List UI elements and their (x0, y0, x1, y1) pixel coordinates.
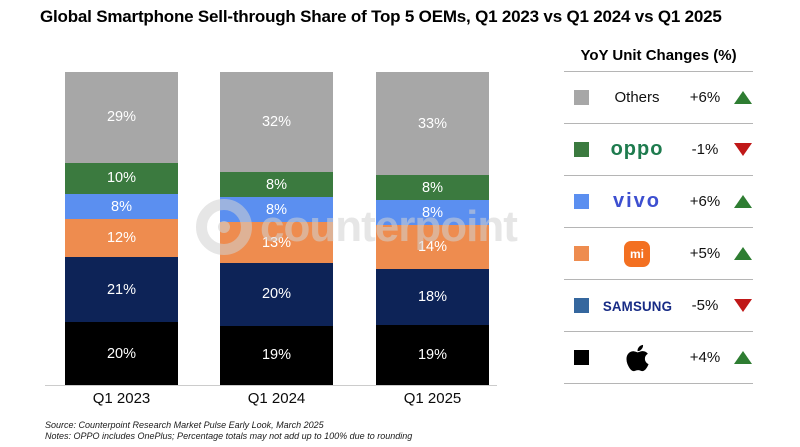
bar-q1-2024: 32% 8% 8% 13% 20% 19% (220, 72, 333, 385)
legend-row-apple: +4% (564, 332, 753, 384)
bar-segment-samsung-q1-2023: 21% (65, 256, 178, 323)
bar-segment-oppo-q1-2024: 8% (220, 172, 333, 198)
stacked-bar-chart: 29% 10% 8% 12% 21% 20% 32% 8% 8% 13% 20% 19% 33% 8% 8%… (0, 72, 556, 385)
brand-logo-zone: mi (589, 240, 685, 267)
chart-title: Global Smartphone Sell-through Share of … (40, 7, 722, 26)
footer-notes-line: Notes: OPPO includes OnePlus; Percentage… (45, 431, 413, 441)
yoy-change-value: +4% (689, 349, 721, 366)
bar-segment-samsung-q1-2025: 18% (376, 269, 489, 326)
yoy-legend-panel: YoY Unit Changes (%) Others +6% oppo -1% viv… (564, 40, 753, 384)
samsung-color-swatch (574, 298, 589, 313)
bar-segment-apple-q1-2025: 19% (376, 325, 489, 385)
segment-value-label: 8% (111, 198, 132, 215)
footer-notes: Source: Counterpoint Research Market Pul… (45, 420, 412, 442)
segment-value-label: 19% (417, 347, 448, 364)
bar-segment-oppo-q1-2025: 8% (376, 175, 489, 201)
trend-up-triangle-icon (734, 195, 752, 208)
x-axis-label-q1-2025: Q1 2025 (403, 390, 462, 407)
bar-q1-2025: 33% 8% 8% 14% 18% 19% (376, 72, 489, 385)
bar-segment-vivo-q1-2023: 8% (65, 194, 178, 220)
legend-row-samsung: SAMSUNG -5% (564, 280, 753, 332)
oppo-logo: oppo (610, 138, 664, 160)
bar-segment-others-q1-2023: 29% (65, 72, 178, 163)
x-axis-label-q1-2023: Q1 2023 (92, 390, 151, 407)
others-color-swatch (574, 90, 589, 105)
trend-indicator-zone (725, 91, 761, 104)
legend-row-oppo: oppo -1% (564, 124, 753, 176)
bar-segment-others-q1-2024: 32% (220, 72, 333, 173)
yoy-change-value: +6% (689, 89, 721, 106)
oppo-color-swatch (574, 142, 589, 157)
bar-segment-xiaomi-q1-2023: 12% (65, 219, 178, 257)
samsung-logo: SAMSUNG (602, 297, 672, 314)
trend-indicator-zone (725, 299, 761, 312)
segment-value-label: 18% (417, 289, 448, 306)
vivo-color-swatch (574, 194, 589, 209)
segment-value-label: 20% (261, 286, 292, 303)
segment-value-label: 33% (417, 115, 448, 132)
segment-value-label: 21% (106, 281, 137, 298)
yoy-change-value: -1% (691, 141, 719, 158)
x-axis-line (45, 385, 497, 386)
yoy-change-value: -5% (691, 297, 719, 314)
segment-value-label: 10% (106, 170, 137, 187)
apple-color-swatch (574, 350, 589, 365)
trend-indicator-zone (725, 195, 761, 208)
segment-value-label: 8% (422, 179, 443, 196)
segment-value-label: 8% (266, 201, 287, 218)
trend-indicator-zone (725, 247, 761, 260)
others-label: Others (614, 89, 660, 106)
trend-up-triangle-icon (734, 91, 752, 104)
x-axis-label-q1-2024: Q1 2024 (247, 390, 306, 407)
bar-segment-xiaomi-q1-2025: 14% (376, 225, 489, 270)
legend-header: YoY Unit Changes (%) (564, 40, 753, 72)
brand-logo-zone: Others (589, 89, 685, 106)
bar-segment-others-q1-2025: 33% (376, 72, 489, 176)
bar-segment-xiaomi-q1-2024: 13% (220, 222, 333, 263)
bar-q1-2023: 29% 10% 8% 12% 21% 20% (65, 72, 178, 385)
legend-row-others: Others +6% (564, 72, 753, 124)
xiaomi-color-swatch (574, 246, 589, 261)
bar-segment-vivo-q1-2024: 8% (220, 197, 333, 223)
bar-segment-vivo-q1-2025: 8% (376, 200, 489, 226)
brand-logo-zone (589, 343, 685, 373)
apple-logo-icon (625, 343, 650, 373)
segment-value-label: 8% (266, 176, 287, 193)
segment-value-label: 14% (417, 239, 448, 256)
yoy-change-value: +6% (689, 193, 721, 210)
vivo-logo: vivo (612, 190, 662, 212)
bar-segment-samsung-q1-2024: 20% (220, 262, 333, 326)
legend-row-xiaomi: mi +5% (564, 228, 753, 280)
bar-segment-oppo-q1-2023: 10% (65, 162, 178, 195)
footer-source-line: Source: Counterpoint Research Market Pul… (45, 420, 324, 430)
xiaomi-mi-logo-icon: mi (624, 240, 650, 267)
legend-row-vivo: vivo +6% (564, 176, 753, 228)
yoy-change-value: +5% (689, 245, 721, 262)
brand-logo-zone: vivo (589, 190, 685, 213)
bar-segment-apple-q1-2023: 20% (65, 322, 178, 385)
segment-value-label: 32% (261, 114, 292, 131)
trend-indicator-zone (725, 351, 761, 364)
brand-logo-zone: SAMSUNG (589, 298, 685, 314)
trend-up-triangle-icon (734, 247, 752, 260)
trend-down-triangle-icon (734, 143, 752, 156)
segment-value-label: 12% (106, 229, 137, 246)
segment-value-label: 8% (422, 204, 443, 221)
trend-up-triangle-icon (734, 351, 752, 364)
brand-logo-zone: oppo (589, 138, 685, 161)
segment-value-label: 19% (261, 347, 292, 364)
segment-value-label: 29% (106, 109, 137, 126)
segment-value-label: 20% (106, 345, 137, 362)
trend-down-triangle-icon (734, 299, 752, 312)
trend-indicator-zone (725, 143, 761, 156)
segment-value-label: 13% (261, 234, 292, 251)
bar-segment-apple-q1-2024: 19% (220, 325, 333, 385)
